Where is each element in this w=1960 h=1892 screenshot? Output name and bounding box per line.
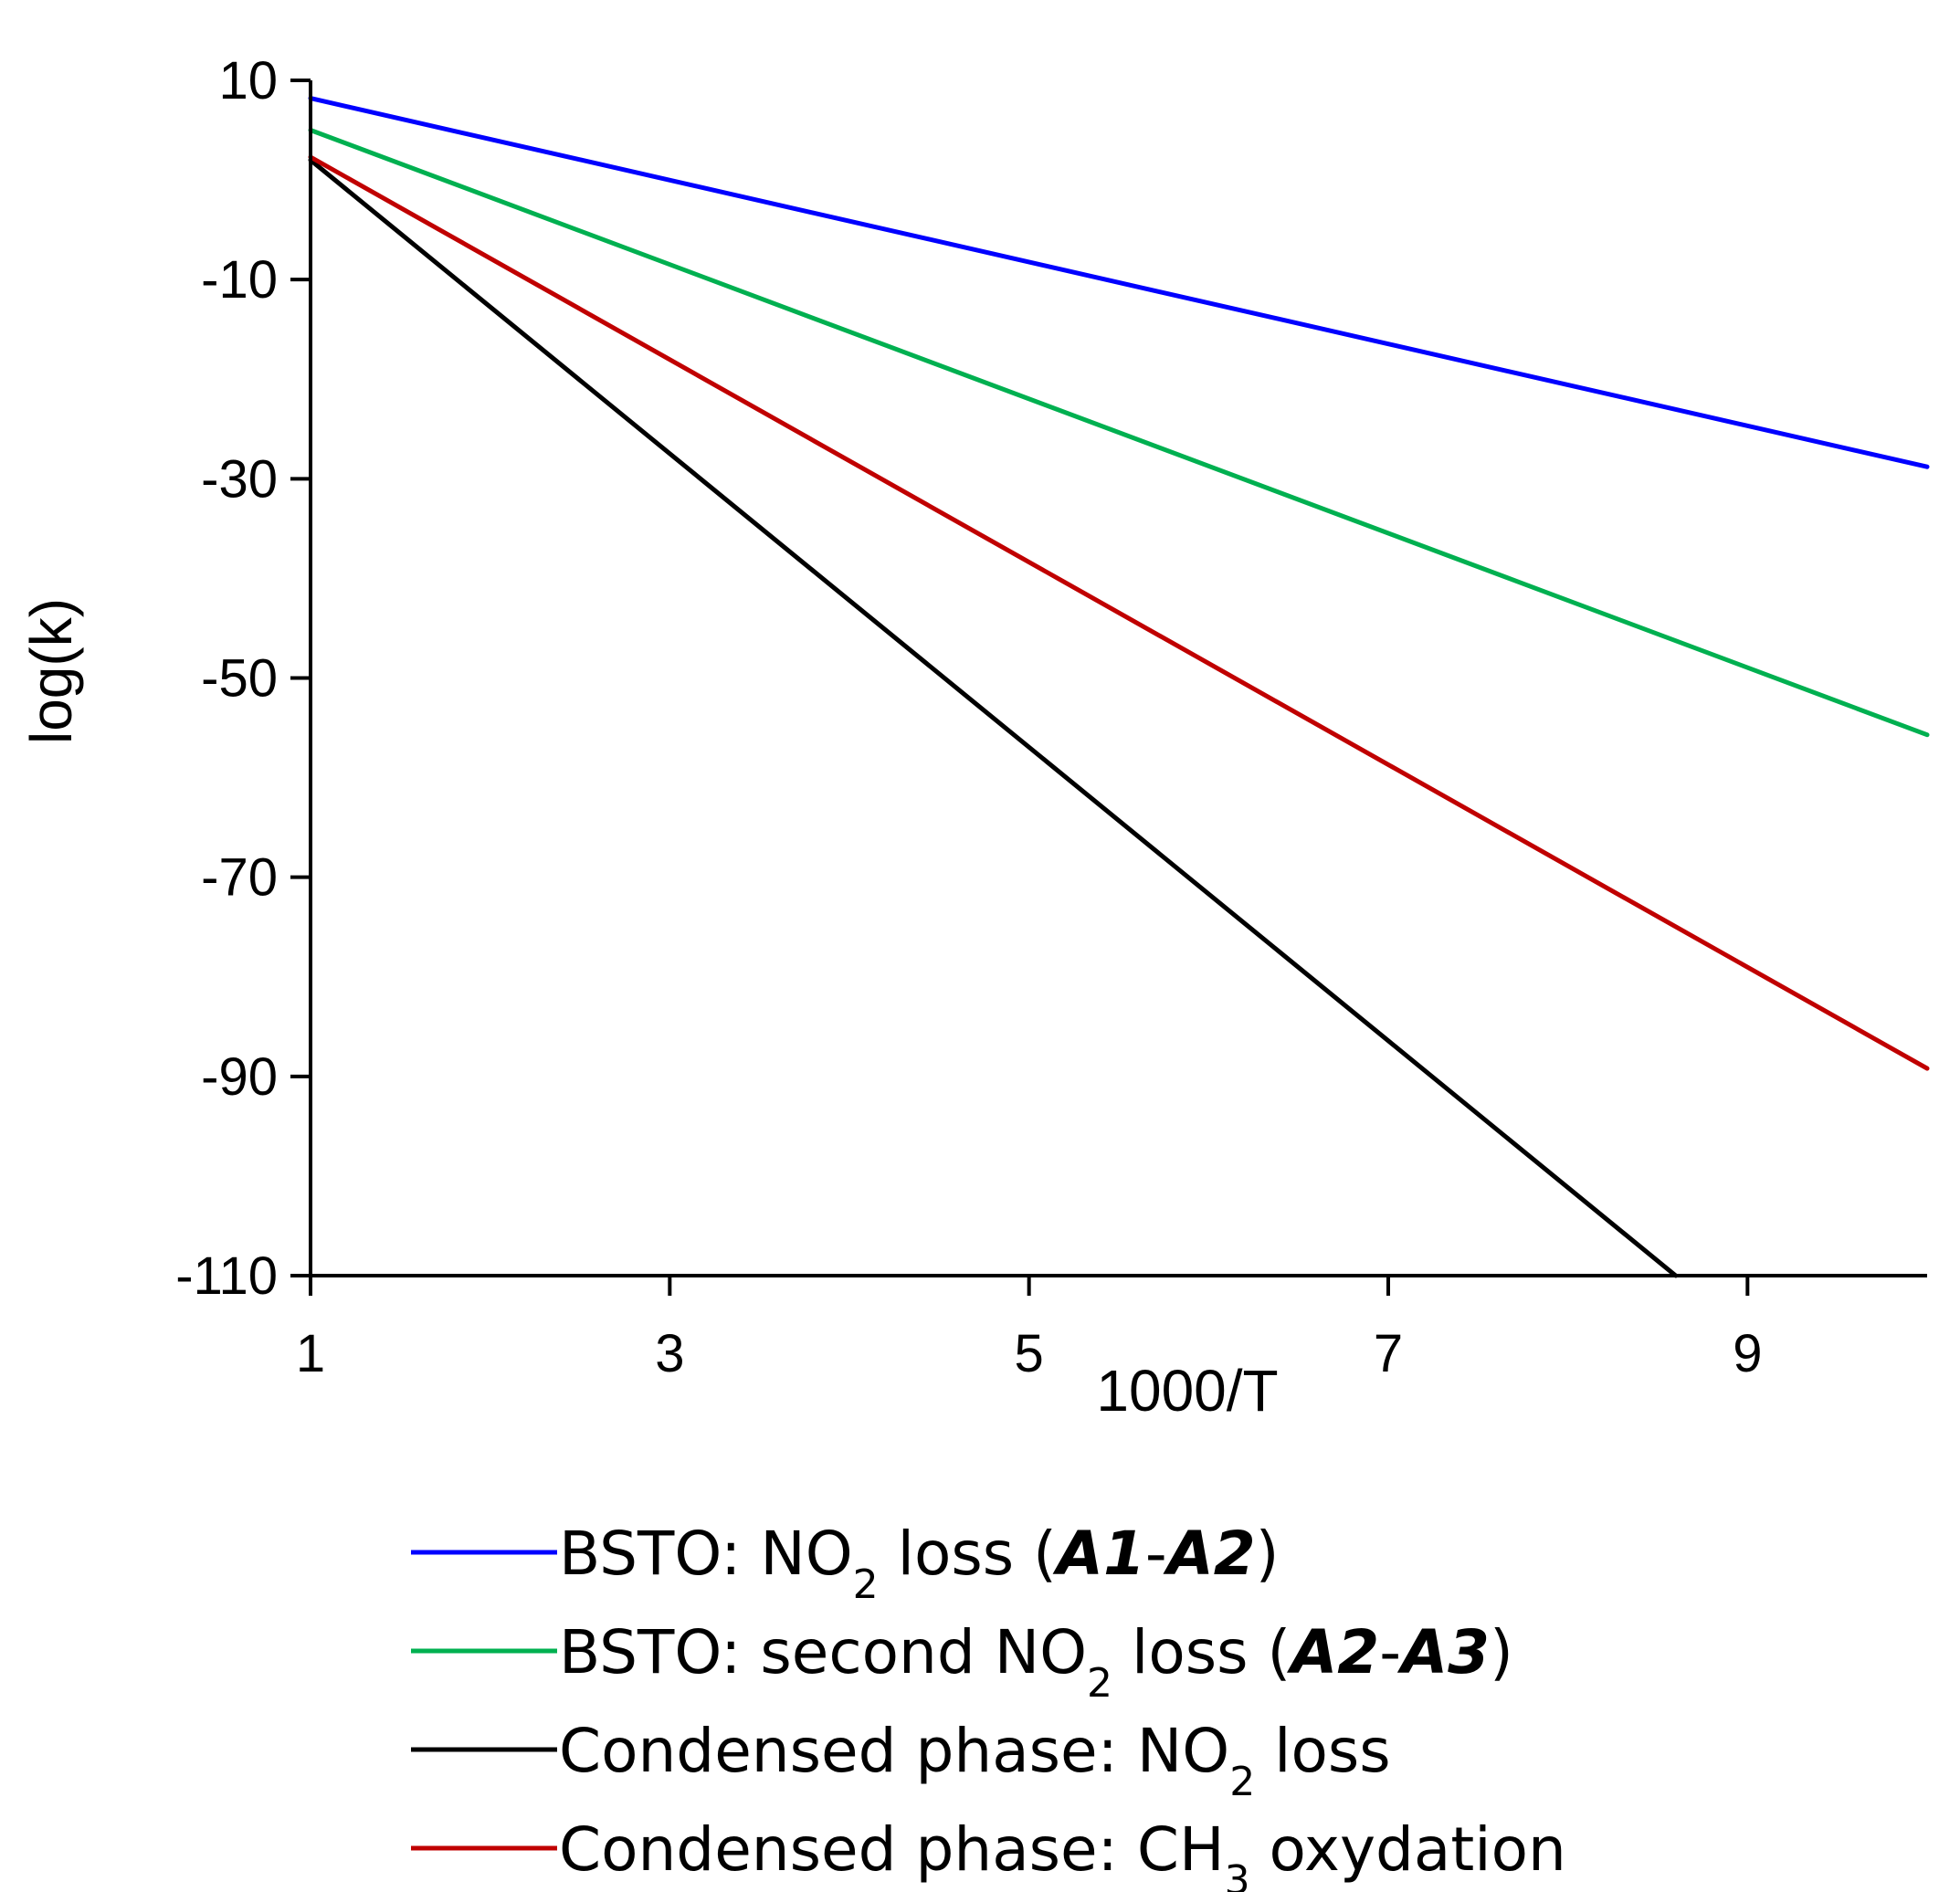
y-tick-label: 10 xyxy=(218,51,278,110)
legend-text-post: loss ( xyxy=(879,1519,1057,1589)
y-tick-label: -50 xyxy=(201,649,278,709)
legend-text-post: loss xyxy=(1255,1716,1390,1786)
legend-item-3: Condensed phase: NO2 loss xyxy=(411,1716,1391,1805)
legend-text-close: ) xyxy=(1256,1519,1280,1589)
legend-item-4: Condensed phase: CH3 oxydation xyxy=(411,1814,1566,1892)
legend-label: BSTO: NO2 loss (A1-A2) xyxy=(559,1519,1279,1608)
legend-item-1: BSTO: NO2 loss (A1-A2) xyxy=(411,1519,1279,1608)
x-tick-label: 1 xyxy=(296,1324,325,1383)
series-line-1 xyxy=(308,96,1930,469)
legend: BSTO: NO2 loss (A1-A2)BSTO: second NO2 l… xyxy=(411,1519,1566,1892)
legend-text-sub: 2 xyxy=(853,1561,879,1608)
series-line-3 xyxy=(308,157,1679,1278)
series-line-4 xyxy=(308,154,1930,1071)
legend-text-dash: - xyxy=(1379,1617,1401,1687)
y-tick-label: -70 xyxy=(201,848,278,908)
x-axis-title: 1000/T xyxy=(1096,1358,1278,1424)
y-axis-ticks: 10 -10 -30 -50 -70 -90 -110 xyxy=(175,51,311,1306)
legend-item-2: BSTO: second NO2 loss (A2-A3) xyxy=(411,1617,1513,1707)
x-tick-label: 9 xyxy=(1733,1324,1762,1383)
series-line-2 xyxy=(308,128,1930,738)
plot-area: 10 -10 -30 -50 -70 -90 -110 1 3 5 7 9 xyxy=(175,51,1930,1383)
y-tick-label: -90 xyxy=(201,1047,278,1107)
legend-text-pre: Condensed phase: NO xyxy=(559,1716,1229,1786)
x-axis-ticks: 1 3 5 7 9 xyxy=(296,1276,1762,1383)
legend-text-pre: Condensed phase: CH xyxy=(559,1814,1225,1885)
series-lines xyxy=(308,96,1930,1278)
legend-label: Condensed phase: NO2 loss xyxy=(559,1716,1391,1805)
y-tick-label: -110 xyxy=(175,1246,278,1306)
legend-text-post: loss ( xyxy=(1112,1617,1291,1687)
y-tick-label: -30 xyxy=(201,449,278,509)
legend-label: BSTO: second NO2 loss (A2-A3) xyxy=(559,1617,1513,1707)
legend-text-sub: 2 xyxy=(1087,1660,1112,1707)
legend-text-em2: A3 xyxy=(1396,1617,1490,1687)
legend-text-close: ) xyxy=(1490,1617,1513,1687)
y-tick-label: -10 xyxy=(201,250,278,310)
x-tick-label: 5 xyxy=(1015,1324,1044,1383)
x-tick-label: 7 xyxy=(1374,1324,1403,1383)
legend-label: Condensed phase: CH3 oxydation xyxy=(559,1814,1566,1892)
legend-text-pre: BSTO: second NO xyxy=(559,1617,1087,1687)
legend-text-em1: A2 xyxy=(1286,1617,1379,1687)
legend-text-em2: A2 xyxy=(1163,1519,1256,1589)
x-tick-label: 3 xyxy=(655,1324,684,1383)
legend-text-sub: 3 xyxy=(1225,1857,1250,1892)
legend-text-post: oxydation xyxy=(1250,1814,1566,1885)
legend-text-dash: - xyxy=(1145,1519,1167,1589)
legend-text-pre: BSTO: NO xyxy=(559,1519,853,1589)
legend-text-sub: 2 xyxy=(1229,1759,1255,1805)
legend-text-em1: A1 xyxy=(1052,1519,1145,1589)
y-axis-title: log(k) xyxy=(18,598,84,744)
